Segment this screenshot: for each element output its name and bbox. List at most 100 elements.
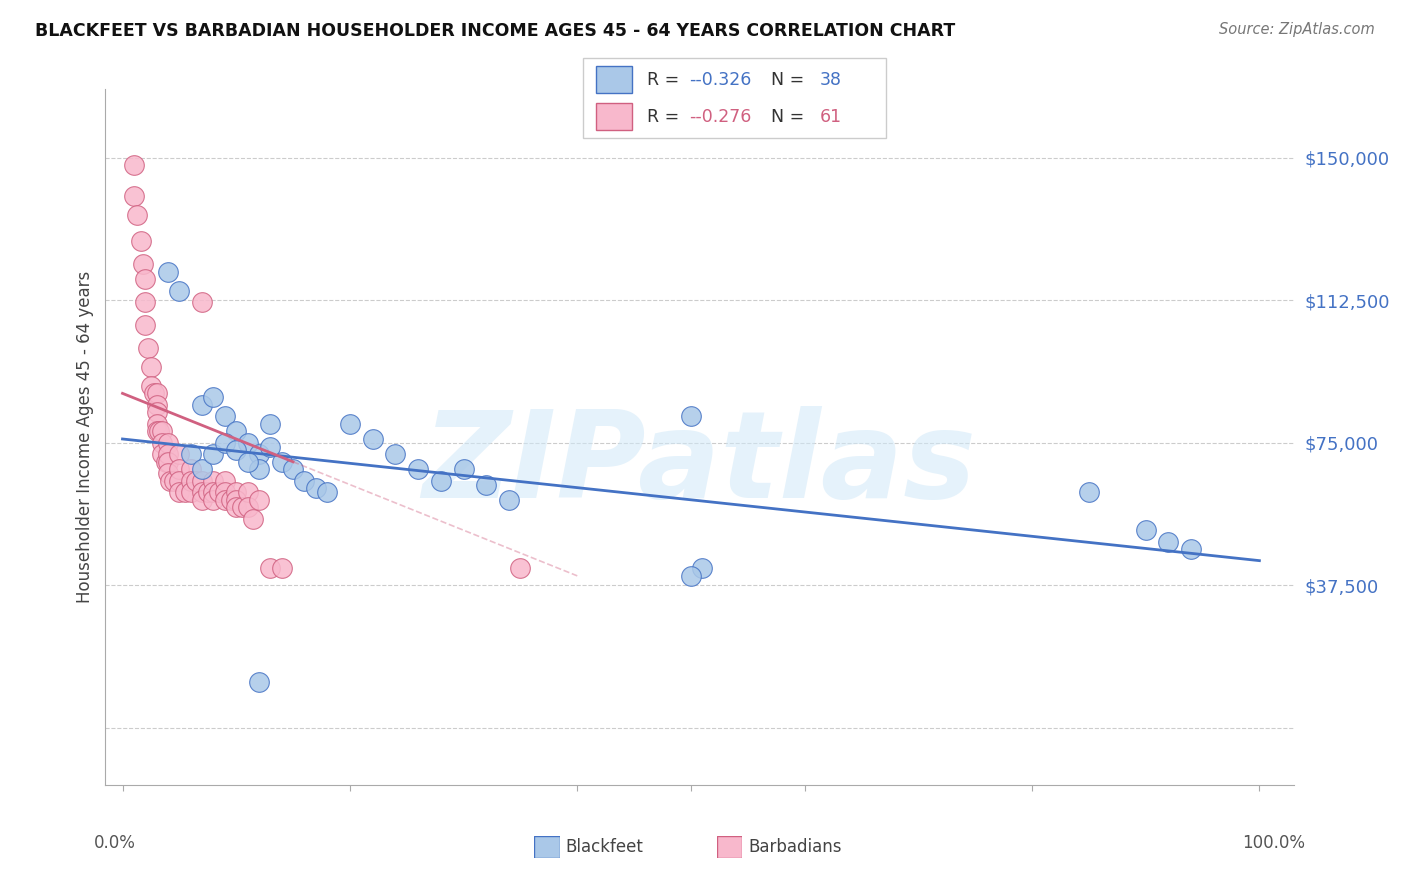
Point	[191, 474, 214, 488]
Text: 0.0%: 0.0%	[94, 834, 135, 852]
Text: 61: 61	[820, 108, 841, 126]
Y-axis label: Householder Income Ages 45 - 64 years: Householder Income Ages 45 - 64 years	[76, 271, 94, 603]
Point	[145, 405, 167, 419]
Point	[202, 474, 225, 488]
Point	[509, 561, 531, 575]
Point	[1135, 523, 1157, 537]
Point	[156, 455, 179, 469]
Point	[316, 485, 339, 500]
Point	[259, 561, 281, 575]
Point	[225, 485, 247, 500]
Point	[186, 474, 208, 488]
Point	[129, 234, 152, 248]
Point	[148, 425, 170, 439]
Point	[202, 492, 225, 507]
Point	[134, 272, 156, 286]
Point	[339, 417, 361, 431]
Point	[214, 474, 236, 488]
Point	[132, 257, 155, 271]
Point	[225, 443, 247, 458]
Point	[219, 492, 242, 507]
Point	[208, 485, 231, 500]
Text: 100.0%: 100.0%	[1243, 834, 1305, 852]
Point	[191, 398, 214, 412]
Point	[475, 477, 498, 491]
Point	[214, 485, 236, 500]
Point	[679, 569, 702, 583]
Point	[191, 295, 214, 310]
Point	[498, 492, 520, 507]
Point	[1180, 542, 1202, 557]
Point	[453, 462, 475, 476]
Point	[294, 474, 316, 488]
Point	[236, 455, 259, 469]
Text: N =: N =	[770, 108, 810, 126]
Point	[191, 492, 214, 507]
Point	[145, 386, 167, 401]
Point	[247, 492, 270, 507]
Point	[134, 295, 156, 310]
FancyBboxPatch shape	[596, 103, 631, 130]
Point	[231, 500, 253, 515]
Point	[202, 447, 225, 461]
Point	[305, 482, 328, 496]
Point	[247, 462, 270, 476]
Point	[169, 485, 191, 500]
Point	[143, 386, 166, 401]
Text: N =: N =	[770, 70, 810, 88]
Point	[180, 447, 202, 461]
Point	[247, 447, 270, 461]
Point	[679, 409, 702, 424]
Point	[197, 485, 219, 500]
Point	[159, 474, 181, 488]
Point	[150, 447, 173, 461]
Point	[1157, 534, 1180, 549]
Point	[214, 435, 236, 450]
Point	[122, 188, 145, 202]
Point	[139, 359, 162, 374]
Point	[191, 462, 214, 476]
Point	[692, 561, 714, 575]
Point	[150, 425, 173, 439]
FancyBboxPatch shape	[596, 66, 631, 94]
Point	[156, 447, 179, 461]
Point	[236, 485, 259, 500]
Point	[156, 466, 179, 480]
Point	[145, 417, 167, 431]
Text: BLACKFEET VS BARBADIAN HOUSEHOLDER INCOME AGES 45 - 64 YEARS CORRELATION CHART: BLACKFEET VS BARBADIAN HOUSEHOLDER INCOM…	[35, 22, 956, 40]
Point	[169, 447, 191, 461]
Point	[156, 435, 179, 450]
Point	[169, 284, 191, 298]
Point	[259, 417, 281, 431]
Point	[225, 500, 247, 515]
Text: R =: R =	[647, 70, 685, 88]
Point	[139, 378, 162, 392]
Point	[163, 474, 186, 488]
Point	[134, 318, 156, 332]
Point	[202, 390, 225, 404]
Point	[174, 485, 197, 500]
FancyBboxPatch shape	[583, 58, 886, 138]
Text: ZIPatlas: ZIPatlas	[422, 407, 977, 524]
Point	[169, 474, 191, 488]
Point	[1077, 485, 1099, 500]
Point	[180, 462, 202, 476]
Text: R =: R =	[647, 108, 685, 126]
Point	[156, 265, 179, 279]
Point	[247, 675, 270, 690]
Point	[225, 425, 247, 439]
Point	[430, 474, 453, 488]
Text: --0.326: --0.326	[689, 70, 752, 88]
Point	[214, 492, 236, 507]
Point	[214, 409, 236, 424]
Point	[145, 425, 167, 439]
Point	[281, 462, 304, 476]
Point	[406, 462, 429, 476]
Point	[127, 208, 149, 222]
Point	[270, 455, 292, 469]
Point	[136, 341, 159, 355]
Point	[361, 432, 384, 446]
Point	[384, 447, 406, 461]
Point	[242, 512, 264, 526]
Point	[122, 158, 145, 172]
